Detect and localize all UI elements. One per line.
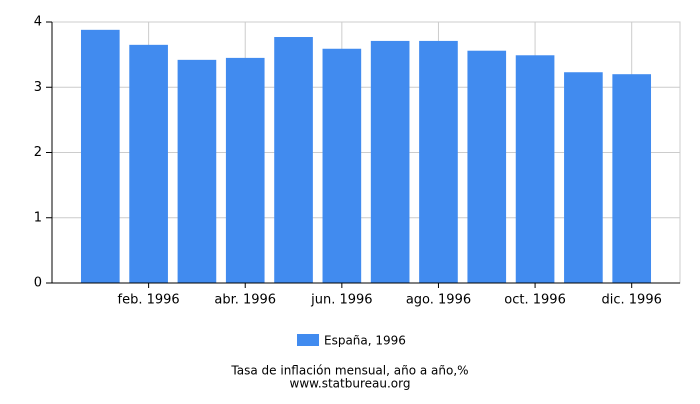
bar [370,40,410,283]
y-tick-label: 1 [34,210,42,225]
bar [80,29,120,283]
legend-label: España, 1996 [324,334,406,348]
bar [129,44,168,284]
bar [612,74,652,283]
y-tick-label: 2 [34,145,42,160]
x-tick-label: jun. 1996 [310,293,372,308]
bar [225,57,265,284]
bar [515,55,555,284]
x-tick-label: ago. 1996 [406,293,471,308]
y-tick-label: 0 [34,276,42,291]
bar [564,72,603,284]
x-tick-label: oct. 1996 [504,293,566,308]
x-tick-label: dic. 1996 [602,293,662,308]
bar [274,37,313,283]
bar [322,48,362,283]
legend-swatch [297,334,319,346]
source: www.statbureau.org [290,377,411,391]
x-tick-label: abr. 1996 [214,293,276,308]
bar [177,59,217,283]
bar [419,40,458,283]
y-tick-label: 4 [34,15,42,30]
bar [467,50,507,284]
y-tick-label: 3 [34,80,42,95]
x-tick-label: feb. 1996 [118,293,180,308]
axis-caption: Tasa de inflación mensual, año a año,% [230,364,468,378]
